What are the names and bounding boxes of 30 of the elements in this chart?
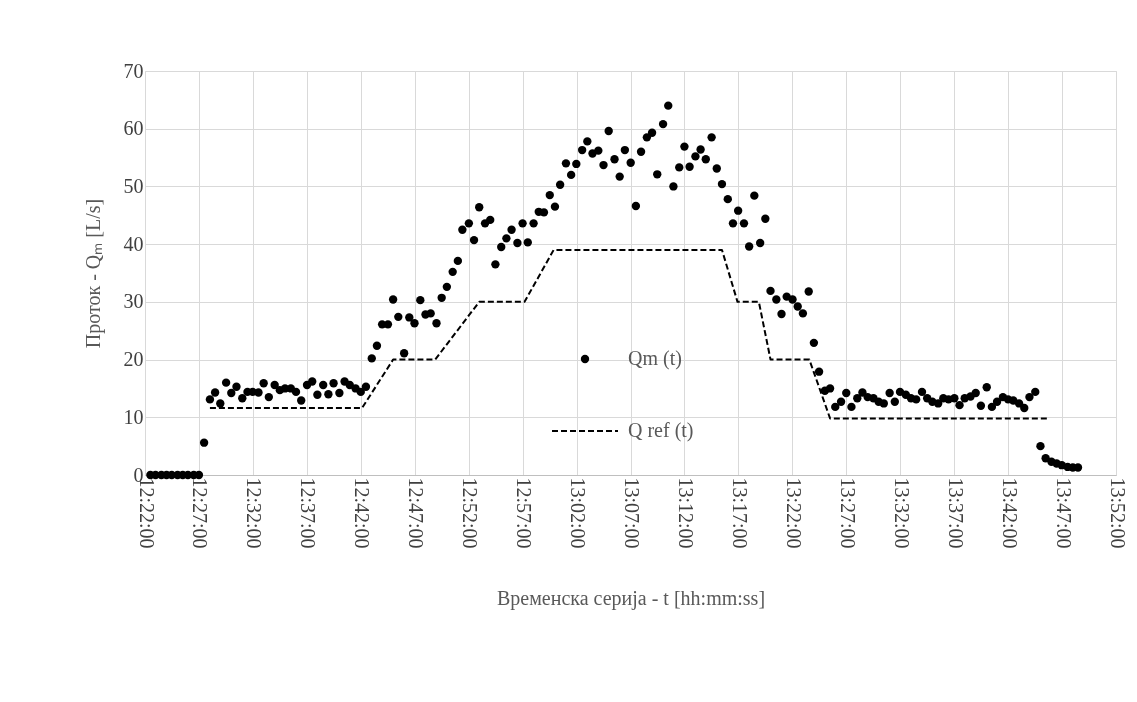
x-tick-label: 12:57:00 <box>513 477 536 549</box>
y-axis-title: Проток - Qₘ [L/s] <box>81 198 105 349</box>
x-tick-label: 13:17:00 <box>728 477 751 549</box>
legend-label: Qm (t) <box>628 347 682 370</box>
x-tick-label: 13:22:00 <box>782 477 805 549</box>
y-tick-label: 30 <box>123 290 144 313</box>
y-tick-label: 70 <box>123 59 144 82</box>
x-tick-label: 13:02:00 <box>567 477 590 549</box>
y-tick-label: 50 <box>123 174 144 197</box>
legend-label: Q ref (t) <box>628 419 694 442</box>
x-tick-label: 13:47:00 <box>1052 477 1075 549</box>
x-tick-label: 13:27:00 <box>836 477 859 549</box>
x-tick-label: 13:07:00 <box>621 477 643 549</box>
x-tick-label: 13:12:00 <box>674 477 697 549</box>
x-tick-label: 12:27:00 <box>189 477 212 549</box>
y-tick-label: 10 <box>123 405 144 428</box>
x-tick-label: 12:42:00 <box>351 477 374 549</box>
y-tick-label: 20 <box>123 348 144 371</box>
x-tick-label: 13:37:00 <box>944 477 967 549</box>
x-tick-label: 13:32:00 <box>890 477 913 549</box>
y-tick-label: 60 <box>123 117 144 140</box>
y-tick-label: 40 <box>123 232 144 255</box>
x-tick-label: 12:52:00 <box>459 477 482 549</box>
x-tick-label: 12:47:00 <box>405 477 428 549</box>
x-tick-label: 12:37:00 <box>297 477 320 549</box>
x-tick-label: 13:42:00 <box>998 477 1021 549</box>
x-axis-title: Временска серија - t [hh:mm:ss] <box>496 586 766 610</box>
x-tick-label: 13:52:00 <box>1106 477 1129 549</box>
line-series <box>208 248 1048 420</box>
x-tick-label: 12:32:00 <box>243 477 266 549</box>
